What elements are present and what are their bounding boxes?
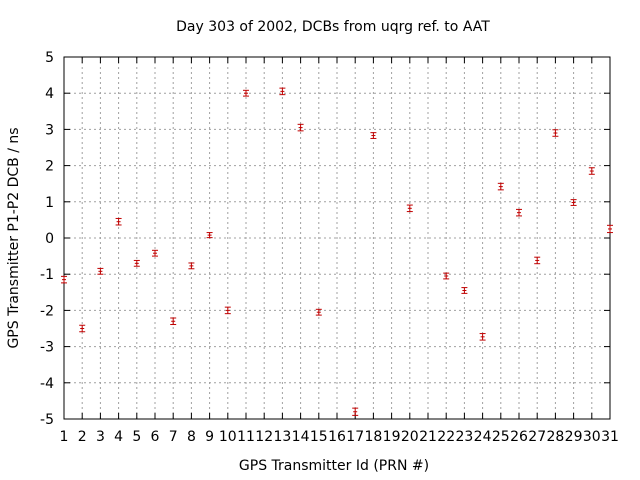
y-tick-label: 4 bbox=[45, 86, 54, 102]
data-point bbox=[607, 224, 613, 234]
x-tick-label: 17 bbox=[346, 429, 364, 445]
x-tick-label: 19 bbox=[383, 429, 401, 445]
x-tick-label: 14 bbox=[292, 429, 310, 445]
y-tick-label: -5 bbox=[40, 412, 54, 428]
x-axis: 1 2 3 4 5 6 7 8 9 10 11 12 13 14 15 16 17 18 19 20 21 22 23 24 2… bbox=[60, 57, 619, 445]
data-point bbox=[588, 167, 595, 175]
x-tick-label: 16 bbox=[328, 429, 346, 445]
x-tick-label: 5 bbox=[132, 429, 141, 445]
x-tick-label: 12 bbox=[255, 429, 273, 445]
x-tick-label: 11 bbox=[237, 429, 255, 445]
y-tick-label: 5 bbox=[45, 50, 54, 66]
x-axis-label: GPS Transmitter Id (PRN #) bbox=[239, 458, 429, 474]
data-point bbox=[315, 308, 322, 316]
data-point bbox=[224, 306, 231, 315]
x-tick-label: 25 bbox=[492, 429, 510, 445]
y-tick-label: -2 bbox=[40, 303, 54, 319]
x-tick-label: 29 bbox=[565, 429, 583, 445]
data-point bbox=[352, 407, 359, 416]
data-point bbox=[243, 89, 249, 97]
data-point bbox=[279, 87, 286, 96]
y-axis: -5 -4 -3 -2 -1 0 1 2 3 4 5 bbox=[40, 50, 610, 428]
x-tick-label: 23 bbox=[455, 429, 473, 445]
x-tick-label: 26 bbox=[510, 429, 528, 445]
data-point bbox=[115, 217, 122, 226]
data-point bbox=[152, 249, 158, 257]
x-tick-label: 15 bbox=[310, 429, 328, 445]
x-tick-label: 4 bbox=[114, 429, 123, 445]
data-point bbox=[206, 232, 213, 239]
x-tick-label: 3 bbox=[96, 429, 105, 445]
data-point bbox=[97, 267, 104, 275]
x-tick-label: 7 bbox=[169, 429, 178, 445]
data-point bbox=[516, 208, 522, 217]
data-point bbox=[479, 333, 486, 341]
data-point bbox=[370, 132, 377, 139]
data-point bbox=[61, 275, 67, 284]
data-point bbox=[497, 182, 504, 191]
data-point bbox=[461, 287, 468, 294]
x-tick-label: 13 bbox=[273, 429, 291, 445]
x-tick-label: 18 bbox=[364, 429, 382, 445]
x-tick-label: 1 bbox=[60, 429, 69, 445]
data-point bbox=[170, 317, 177, 326]
x-tick-label: 6 bbox=[151, 429, 160, 445]
x-tick-label: 21 bbox=[419, 429, 437, 445]
data-point bbox=[297, 123, 304, 132]
x-tick-label: 28 bbox=[546, 429, 564, 445]
x-tick-label: 24 bbox=[474, 429, 492, 445]
y-tick-label: 0 bbox=[45, 231, 54, 247]
x-tick-label: 31 bbox=[601, 429, 619, 445]
x-tick-label: 8 bbox=[187, 429, 196, 445]
y-tick-label: 2 bbox=[45, 159, 54, 175]
y-tick-label: -1 bbox=[40, 267, 54, 283]
x-tick-label: 20 bbox=[401, 429, 419, 445]
data-point bbox=[552, 129, 559, 137]
x-tick-label: 2 bbox=[78, 429, 87, 445]
data-point bbox=[534, 256, 541, 265]
y-tick-label: 1 bbox=[45, 195, 54, 211]
data-point bbox=[79, 324, 86, 333]
data-point bbox=[443, 272, 450, 280]
y-tick-label: -3 bbox=[40, 340, 54, 356]
x-tick-label: 9 bbox=[205, 429, 214, 445]
x-tick-label: 10 bbox=[219, 429, 237, 445]
chart-title: Day 303 of 2002, DCBs from uqrg ref. to … bbox=[176, 19, 490, 35]
y-tick-label: 3 bbox=[45, 122, 54, 138]
x-tick-label: 30 bbox=[583, 429, 601, 445]
x-tick-label: 27 bbox=[528, 429, 546, 445]
y-axis-label: GPS Transmitter P1-P2 DCB / ns bbox=[6, 127, 22, 348]
y-tick-label: -4 bbox=[40, 376, 54, 392]
data-points bbox=[61, 87, 613, 416]
data-point bbox=[133, 259, 140, 267]
data-point bbox=[570, 199, 577, 206]
data-point bbox=[406, 204, 413, 213]
x-tick-label: 22 bbox=[437, 429, 455, 445]
grid bbox=[64, 57, 610, 419]
data-point bbox=[188, 262, 195, 270]
